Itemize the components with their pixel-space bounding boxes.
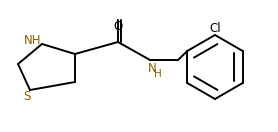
- Text: NH: NH: [24, 34, 42, 46]
- Text: N: N: [148, 62, 156, 74]
- Text: O: O: [113, 20, 123, 34]
- Text: S: S: [23, 89, 31, 103]
- Text: Cl: Cl: [209, 22, 221, 34]
- Text: H: H: [154, 69, 162, 79]
